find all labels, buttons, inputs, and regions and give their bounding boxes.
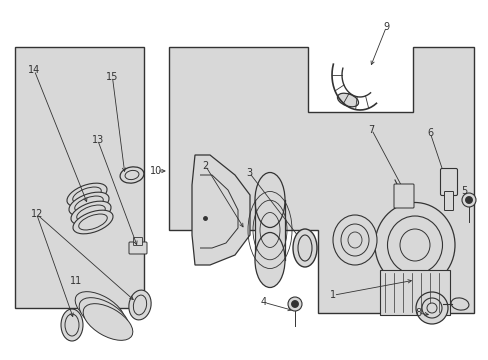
Circle shape bbox=[287, 297, 302, 311]
Text: 4: 4 bbox=[261, 297, 266, 307]
Ellipse shape bbox=[79, 298, 128, 334]
Ellipse shape bbox=[75, 196, 103, 212]
Ellipse shape bbox=[77, 205, 105, 221]
Ellipse shape bbox=[332, 215, 376, 265]
Ellipse shape bbox=[65, 314, 79, 336]
Ellipse shape bbox=[254, 172, 285, 228]
Ellipse shape bbox=[450, 298, 468, 310]
Ellipse shape bbox=[421, 298, 441, 318]
Circle shape bbox=[465, 197, 471, 203]
Ellipse shape bbox=[75, 292, 124, 328]
Ellipse shape bbox=[340, 224, 368, 256]
Ellipse shape bbox=[67, 183, 107, 207]
Ellipse shape bbox=[73, 210, 113, 234]
Text: 15: 15 bbox=[106, 72, 119, 82]
Bar bbox=[254, 200, 285, 260]
Text: 12: 12 bbox=[30, 209, 43, 219]
Text: 7: 7 bbox=[368, 125, 374, 135]
Text: 2: 2 bbox=[202, 161, 208, 171]
Ellipse shape bbox=[415, 292, 447, 324]
FancyBboxPatch shape bbox=[129, 242, 147, 254]
Text: 6: 6 bbox=[427, 128, 432, 138]
Ellipse shape bbox=[133, 295, 146, 315]
Ellipse shape bbox=[69, 192, 109, 216]
Ellipse shape bbox=[374, 202, 454, 288]
Bar bbox=[15, 47, 144, 308]
Ellipse shape bbox=[292, 229, 316, 267]
FancyBboxPatch shape bbox=[393, 184, 413, 208]
Ellipse shape bbox=[297, 235, 311, 261]
Text: 9: 9 bbox=[383, 22, 388, 32]
Ellipse shape bbox=[61, 309, 83, 341]
Ellipse shape bbox=[129, 290, 151, 320]
Circle shape bbox=[291, 301, 298, 307]
FancyBboxPatch shape bbox=[133, 238, 142, 246]
Ellipse shape bbox=[120, 167, 143, 183]
PathPatch shape bbox=[192, 155, 249, 265]
Ellipse shape bbox=[426, 303, 436, 313]
Ellipse shape bbox=[254, 233, 285, 288]
Text: 3: 3 bbox=[246, 168, 252, 178]
Ellipse shape bbox=[73, 187, 101, 203]
FancyBboxPatch shape bbox=[444, 192, 452, 211]
FancyBboxPatch shape bbox=[440, 168, 457, 195]
Text: 10: 10 bbox=[150, 166, 163, 176]
Text: 11: 11 bbox=[69, 276, 82, 286]
Ellipse shape bbox=[71, 201, 111, 225]
Ellipse shape bbox=[386, 216, 442, 274]
Ellipse shape bbox=[83, 304, 133, 340]
Ellipse shape bbox=[125, 170, 139, 180]
Ellipse shape bbox=[399, 229, 429, 261]
Bar bbox=[379, 270, 449, 315]
Text: 5: 5 bbox=[461, 186, 467, 196]
Text: 13: 13 bbox=[91, 135, 104, 145]
Polygon shape bbox=[168, 47, 473, 313]
Circle shape bbox=[461, 193, 475, 207]
Text: 1: 1 bbox=[330, 290, 336, 300]
Ellipse shape bbox=[79, 214, 107, 230]
Text: 8: 8 bbox=[414, 308, 420, 318]
Ellipse shape bbox=[347, 232, 361, 248]
Ellipse shape bbox=[337, 93, 358, 107]
Text: 14: 14 bbox=[28, 65, 41, 75]
